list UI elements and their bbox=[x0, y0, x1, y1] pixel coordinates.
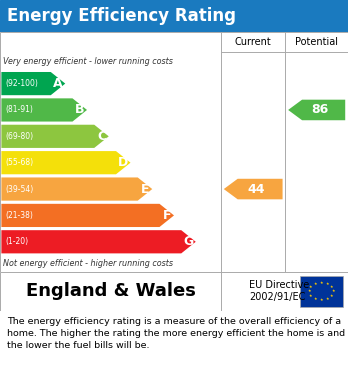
Text: G: G bbox=[183, 235, 193, 248]
Text: (1-20): (1-20) bbox=[6, 237, 29, 246]
Text: 44: 44 bbox=[247, 183, 265, 196]
Text: ★: ★ bbox=[308, 289, 311, 293]
Polygon shape bbox=[288, 100, 345, 120]
Text: A: A bbox=[53, 77, 63, 90]
Polygon shape bbox=[1, 99, 87, 122]
Text: ★: ★ bbox=[309, 285, 313, 289]
Text: ★: ★ bbox=[326, 297, 329, 301]
Text: Current: Current bbox=[235, 37, 271, 47]
Polygon shape bbox=[1, 230, 196, 253]
Text: ★: ★ bbox=[309, 294, 313, 298]
Text: E: E bbox=[141, 183, 149, 196]
Polygon shape bbox=[1, 204, 174, 227]
Text: ★: ★ bbox=[314, 297, 317, 301]
Text: ★: ★ bbox=[330, 294, 333, 298]
Text: ★: ★ bbox=[332, 289, 335, 293]
Text: England & Wales: England & Wales bbox=[25, 282, 196, 300]
Text: The energy efficiency rating is a measure of the overall efficiency of a home. T: The energy efficiency rating is a measur… bbox=[7, 317, 345, 350]
Text: 86: 86 bbox=[311, 104, 328, 117]
Text: ★: ★ bbox=[319, 298, 323, 302]
Text: ★: ★ bbox=[330, 285, 333, 289]
Polygon shape bbox=[1, 178, 152, 201]
Polygon shape bbox=[1, 125, 109, 148]
Text: ★: ★ bbox=[319, 280, 323, 285]
Text: F: F bbox=[163, 209, 171, 222]
Text: (81-91): (81-91) bbox=[6, 106, 33, 115]
Text: (39-54): (39-54) bbox=[6, 185, 34, 194]
Text: C: C bbox=[97, 130, 106, 143]
Text: D: D bbox=[118, 156, 128, 169]
Polygon shape bbox=[224, 179, 283, 199]
Polygon shape bbox=[1, 151, 130, 174]
Text: ★: ★ bbox=[326, 282, 329, 286]
Bar bbox=[300, 276, 343, 307]
Text: ★: ★ bbox=[314, 282, 317, 286]
Polygon shape bbox=[1, 72, 65, 95]
Text: Not energy efficient - higher running costs: Not energy efficient - higher running co… bbox=[3, 259, 174, 268]
Text: (69-80): (69-80) bbox=[6, 132, 34, 141]
Text: Energy Efficiency Rating: Energy Efficiency Rating bbox=[7, 7, 236, 25]
Text: (92-100): (92-100) bbox=[6, 79, 38, 88]
Text: Potential: Potential bbox=[295, 37, 338, 47]
Text: EU Directive
2002/91/EC: EU Directive 2002/91/EC bbox=[249, 280, 309, 302]
Text: (55-68): (55-68) bbox=[6, 158, 34, 167]
Text: B: B bbox=[75, 104, 85, 117]
Text: (21-38): (21-38) bbox=[6, 211, 33, 220]
Text: Very energy efficient - lower running costs: Very energy efficient - lower running co… bbox=[3, 57, 173, 66]
